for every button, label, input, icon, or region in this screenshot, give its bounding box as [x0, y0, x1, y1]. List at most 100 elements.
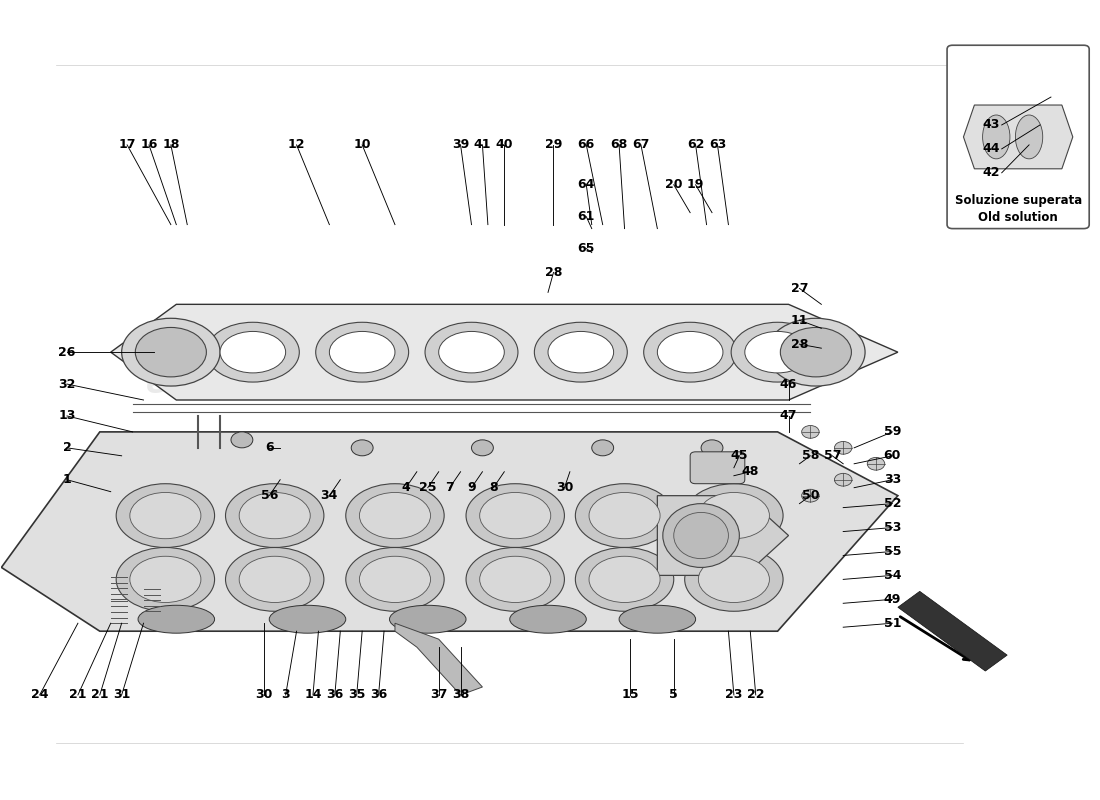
Text: 4: 4	[402, 481, 410, 494]
Polygon shape	[898, 591, 1008, 671]
Text: 13: 13	[58, 410, 76, 422]
Ellipse shape	[588, 556, 660, 602]
Ellipse shape	[226, 547, 323, 611]
Text: 64: 64	[578, 178, 595, 191]
Text: 36: 36	[370, 689, 387, 702]
Ellipse shape	[982, 115, 1010, 159]
Text: 61: 61	[578, 210, 595, 223]
Ellipse shape	[389, 606, 466, 633]
Polygon shape	[111, 304, 898, 400]
Text: 63: 63	[708, 138, 726, 151]
Text: 54: 54	[883, 569, 901, 582]
Text: 30: 30	[255, 689, 273, 702]
Ellipse shape	[117, 547, 214, 611]
Ellipse shape	[480, 493, 551, 538]
Text: 36: 36	[327, 689, 343, 702]
Ellipse shape	[239, 493, 310, 538]
Ellipse shape	[345, 547, 444, 611]
Text: 50: 50	[802, 489, 820, 502]
Text: 29: 29	[544, 138, 562, 151]
Ellipse shape	[780, 327, 851, 377]
Text: 68: 68	[610, 138, 628, 151]
Ellipse shape	[698, 556, 769, 602]
Circle shape	[472, 440, 494, 456]
Text: 16: 16	[141, 138, 157, 151]
Polygon shape	[395, 623, 483, 695]
Text: 28: 28	[791, 338, 808, 350]
Ellipse shape	[360, 556, 430, 602]
Circle shape	[835, 474, 852, 486]
Text: 2: 2	[63, 442, 72, 454]
Text: 32: 32	[58, 378, 76, 390]
Text: 67: 67	[632, 138, 650, 151]
Text: 10: 10	[353, 138, 371, 151]
Text: 44: 44	[982, 142, 1000, 155]
Text: 41: 41	[474, 138, 492, 151]
Circle shape	[231, 432, 253, 448]
Text: 14: 14	[305, 689, 321, 702]
Text: 42: 42	[982, 166, 1000, 179]
Circle shape	[701, 440, 723, 456]
Ellipse shape	[1015, 115, 1043, 159]
Text: 22: 22	[747, 689, 764, 702]
Text: 33: 33	[883, 474, 901, 486]
Ellipse shape	[767, 318, 865, 386]
Text: 8: 8	[490, 481, 497, 494]
Text: 51: 51	[883, 617, 901, 630]
Ellipse shape	[117, 484, 214, 547]
Text: 20: 20	[666, 178, 682, 191]
Text: 39: 39	[452, 138, 470, 151]
Text: 28: 28	[544, 266, 562, 279]
Ellipse shape	[329, 331, 395, 373]
Ellipse shape	[575, 484, 674, 547]
Ellipse shape	[270, 606, 345, 633]
Ellipse shape	[674, 513, 728, 558]
Ellipse shape	[644, 322, 737, 382]
Text: 40: 40	[495, 138, 513, 151]
Text: 55: 55	[883, 545, 901, 558]
Polygon shape	[964, 105, 1072, 169]
Ellipse shape	[588, 493, 660, 538]
Text: 62: 62	[686, 138, 704, 151]
Text: 60: 60	[883, 450, 901, 462]
Text: 59: 59	[883, 426, 901, 438]
Ellipse shape	[425, 322, 518, 382]
Text: 18: 18	[162, 138, 179, 151]
Ellipse shape	[663, 504, 739, 567]
Text: 58: 58	[802, 450, 820, 462]
Ellipse shape	[684, 484, 783, 547]
Ellipse shape	[138, 606, 214, 633]
Text: 34: 34	[321, 489, 338, 502]
Text: 48: 48	[741, 466, 759, 478]
Circle shape	[802, 490, 820, 502]
Circle shape	[802, 426, 820, 438]
Text: 53: 53	[883, 521, 901, 534]
Text: 5: 5	[670, 689, 678, 702]
Text: 17: 17	[119, 138, 136, 151]
Ellipse shape	[220, 331, 286, 373]
Text: 3: 3	[282, 689, 290, 702]
Ellipse shape	[698, 493, 769, 538]
Ellipse shape	[732, 322, 824, 382]
Text: 47: 47	[780, 410, 798, 422]
Ellipse shape	[239, 556, 310, 602]
Text: 56: 56	[261, 489, 278, 502]
Text: 65: 65	[578, 242, 595, 255]
Text: eurospares: eurospares	[506, 370, 700, 398]
Ellipse shape	[466, 547, 564, 611]
FancyBboxPatch shape	[690, 452, 745, 484]
Ellipse shape	[745, 331, 811, 373]
Text: 49: 49	[883, 593, 901, 606]
Text: 30: 30	[556, 481, 573, 494]
Text: 7: 7	[446, 481, 454, 494]
Text: 12: 12	[288, 138, 306, 151]
Polygon shape	[1, 432, 898, 631]
Ellipse shape	[360, 493, 430, 538]
Text: 66: 66	[578, 138, 595, 151]
Ellipse shape	[122, 318, 220, 386]
Text: 25: 25	[419, 481, 437, 494]
FancyBboxPatch shape	[947, 46, 1089, 229]
Text: 9: 9	[468, 481, 476, 494]
Ellipse shape	[619, 606, 695, 633]
Text: eurospares: eurospares	[145, 370, 339, 398]
